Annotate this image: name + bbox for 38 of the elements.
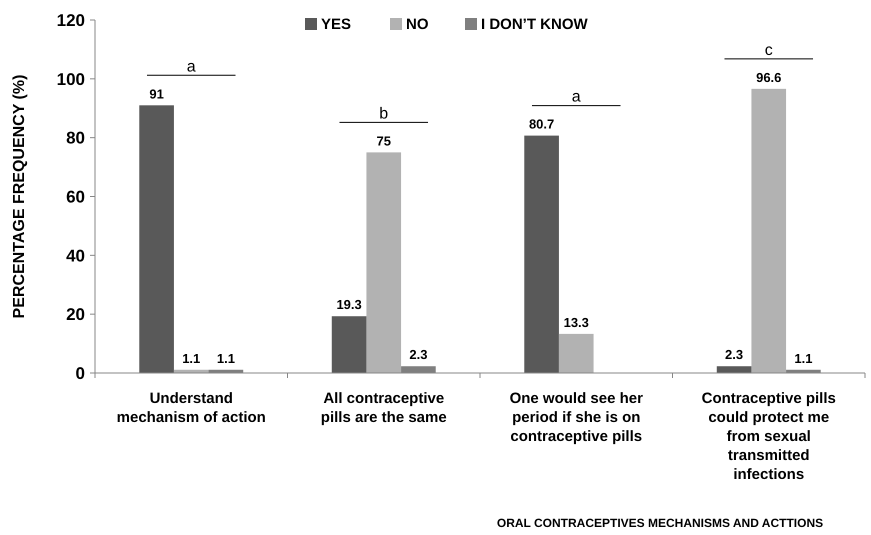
annotation: b (379, 105, 388, 122)
x-axis-title: ORAL CONTRACEPTIVES MECHANISMS AND ACTTIONS (496, 516, 824, 530)
annotation: a (572, 88, 581, 106)
data-label: 80.7 (528, 116, 554, 132)
data-label: 1.1 (182, 350, 200, 366)
legend-label: I DON’T KNOW (481, 16, 588, 33)
x-tick-label: Understand mechanism of action (116, 390, 266, 426)
bar (524, 136, 559, 373)
data-label: 19.3 (336, 297, 362, 312)
data-label: 1.1 (216, 350, 235, 366)
y-tick-label: 40 (66, 246, 85, 266)
annotation: a (186, 58, 196, 76)
legend-label: YES (321, 16, 352, 33)
annotation: c (764, 42, 773, 59)
x-tick-label: Contraceptive pills could protect me from sexual transmitted infections (702, 390, 836, 483)
data-label: 91 (149, 86, 164, 102)
bar (558, 334, 594, 373)
y-tick-label: 120 (56, 10, 85, 30)
data-label: 96.6 (756, 70, 782, 85)
legend-label: NO (406, 16, 429, 33)
bar (366, 152, 402, 373)
y-axis-title: PERCENTAGE FREQUENCY (%) (11, 74, 28, 318)
data-label: 2.3 (725, 347, 744, 362)
bar (332, 316, 366, 373)
data-label: 1.1 (794, 350, 812, 366)
bar (751, 88, 786, 373)
bar (716, 366, 752, 373)
data-label: 13.3 (564, 314, 589, 330)
y-tick-label: 100 (56, 70, 85, 89)
y-tick-label: 0 (76, 364, 85, 383)
bar (139, 105, 174, 373)
y-tick-label: 20 (66, 305, 85, 324)
data-label: 75 (376, 133, 391, 148)
y-tick-label: 80 (66, 128, 85, 148)
x-tick-label: One would see her period if she is on contraceptive pills (510, 390, 644, 445)
y-tick-label: 60 (66, 187, 85, 206)
x-tick-label: All contraceptive pills are the same (320, 390, 447, 426)
data-label: 2.3 (409, 347, 428, 362)
